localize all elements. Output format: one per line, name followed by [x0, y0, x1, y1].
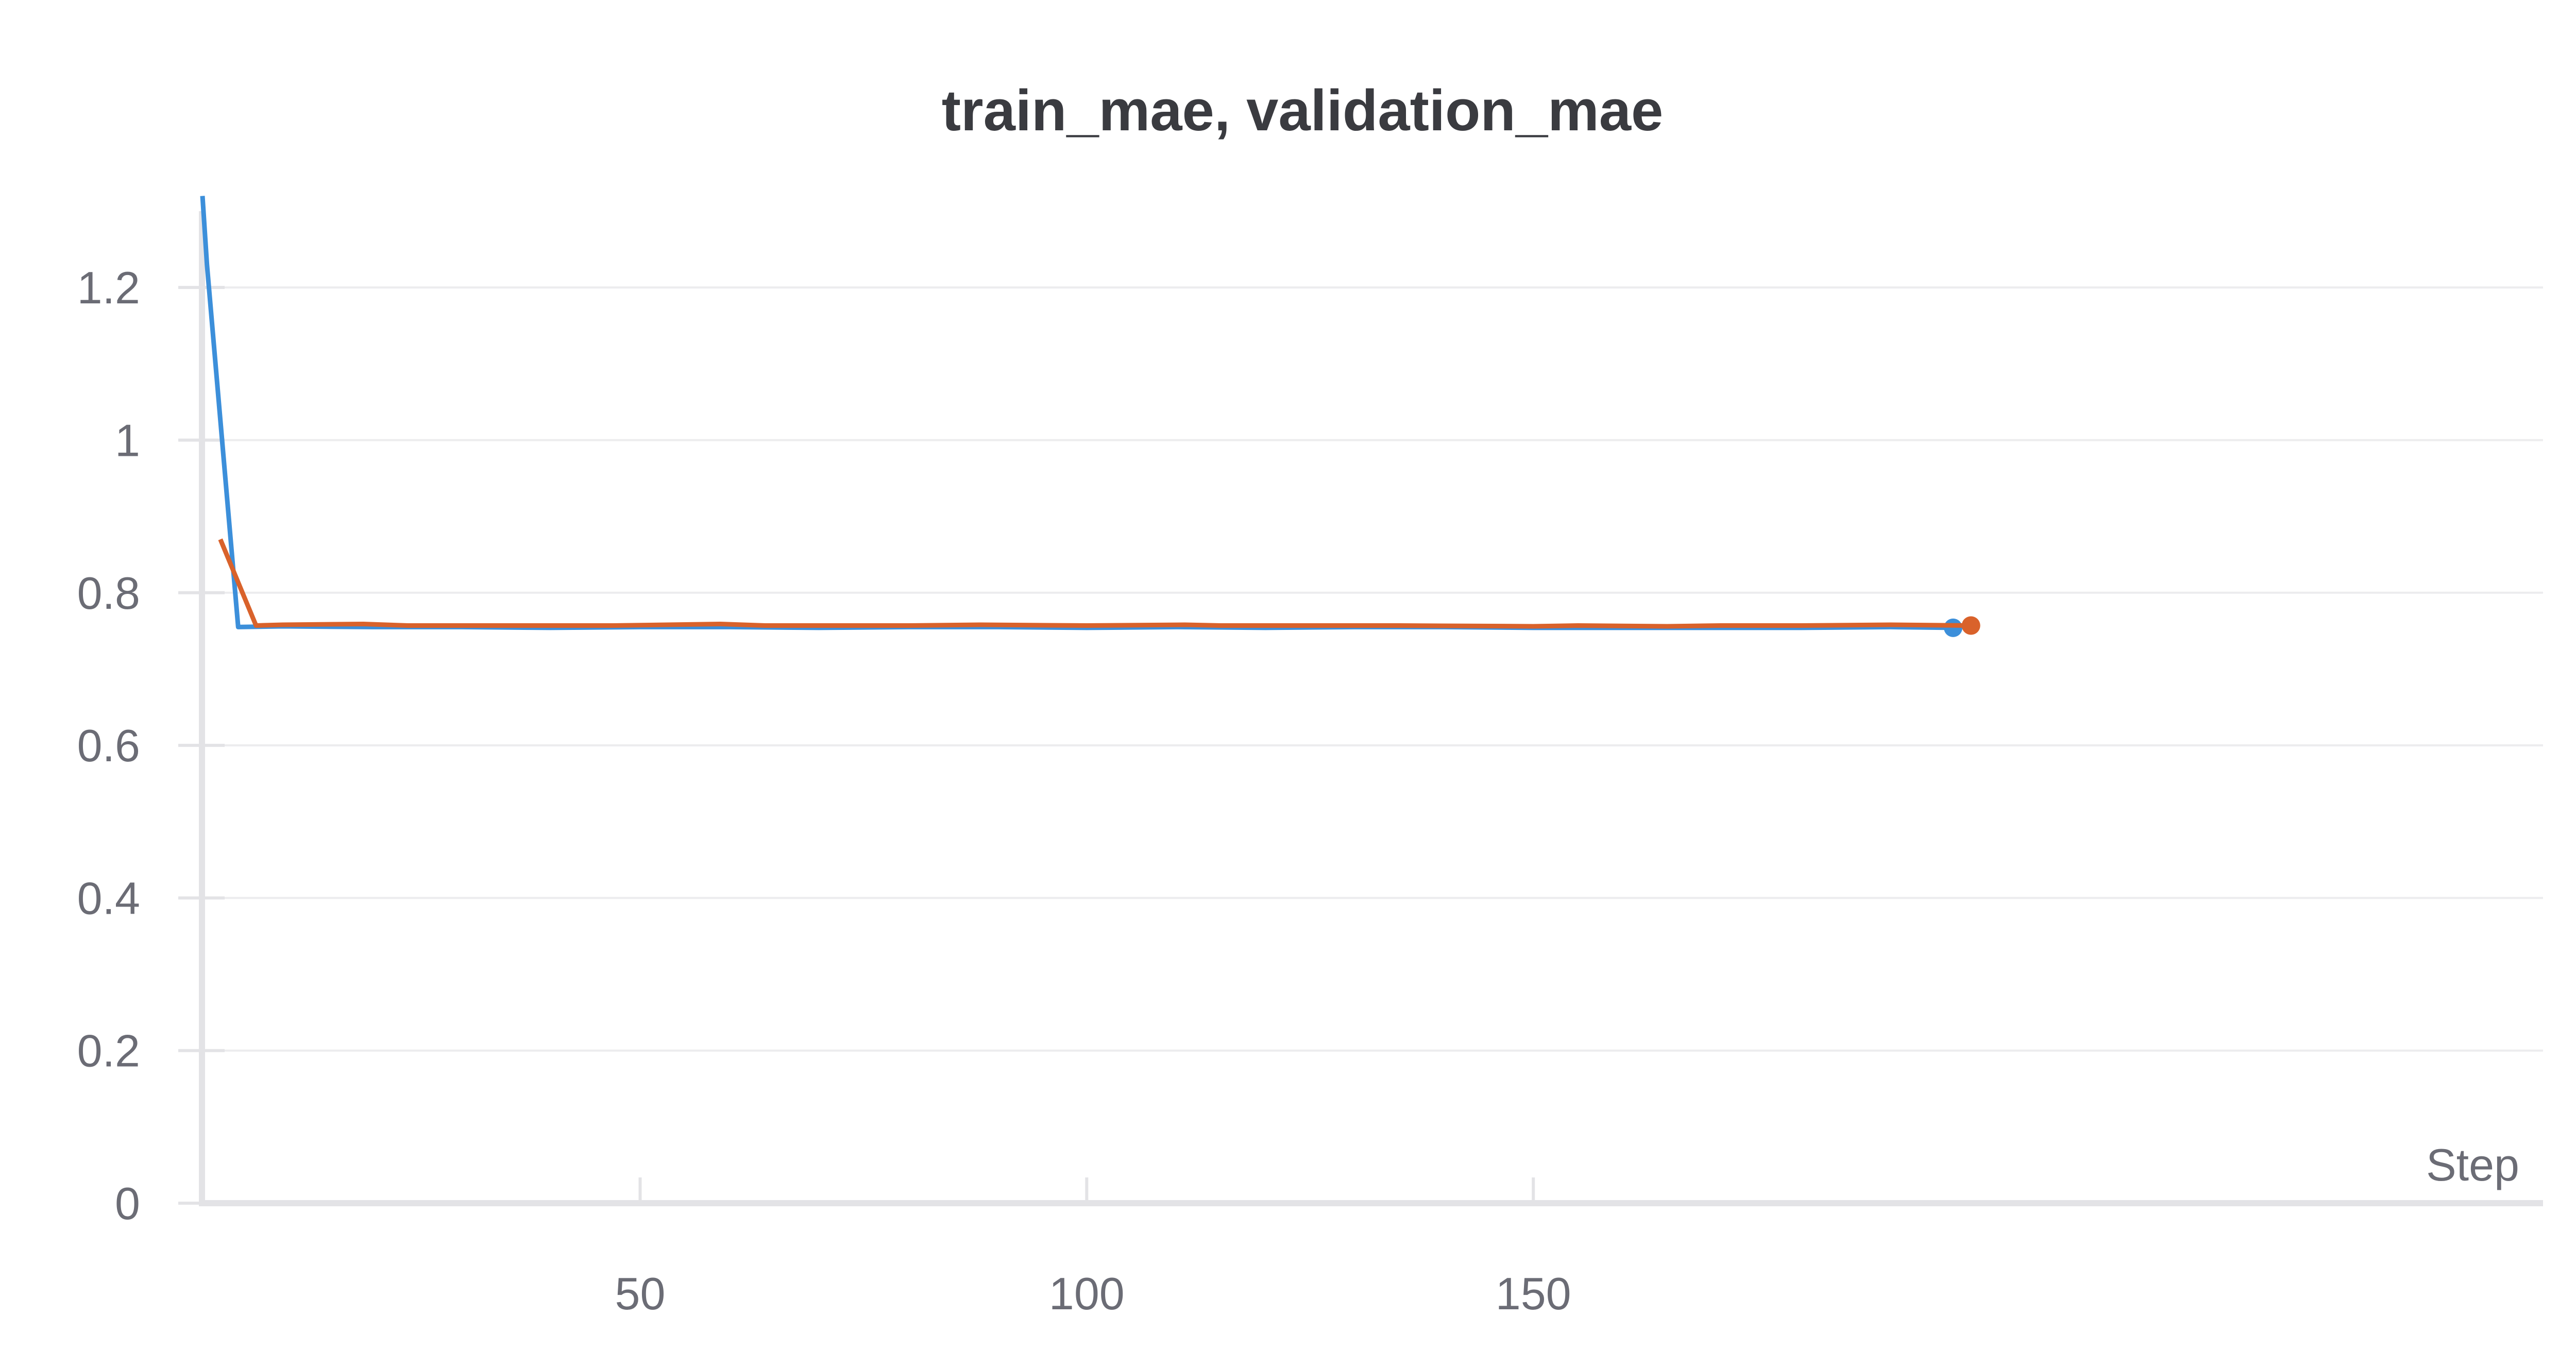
x-tick-label: 50: [615, 1268, 666, 1319]
series-line-0: [200, 196, 1954, 630]
y-tick-label: 0.4: [77, 873, 140, 924]
x-tick-label: 100: [1049, 1268, 1125, 1319]
series-line-1: [218, 538, 1971, 629]
y-tick-label: 1.2: [77, 262, 140, 313]
series-end-marker-1: [1961, 616, 1980, 635]
y-tick-label: 0: [115, 1178, 140, 1229]
y-tick-label: 0.2: [77, 1025, 140, 1076]
axes: [199, 211, 2543, 1206]
series: [200, 196, 1980, 637]
gridlines: [202, 286, 2543, 1052]
x-tick-label: 150: [1496, 1268, 1571, 1319]
chart-title: train_mae, validation_mae: [941, 78, 1664, 143]
ticks: 0 0.2 0.4 0.6 0.8 1 1.2 50 100 150: [77, 262, 1571, 1319]
series-end-marker-0: [1943, 618, 1962, 637]
y-tick-label: 1: [115, 415, 140, 466]
y-tick-label: 0.6: [77, 720, 140, 771]
y-tick-label: 0.8: [77, 568, 140, 619]
x-axis-title: Step: [2426, 1139, 2519, 1190]
